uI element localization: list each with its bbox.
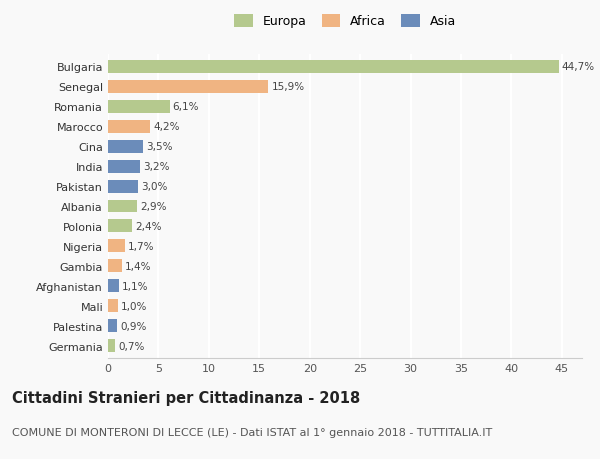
Bar: [108, 340, 115, 353]
Bar: [108, 319, 117, 333]
Text: 44,7%: 44,7%: [562, 62, 595, 72]
Text: 3,0%: 3,0%: [141, 182, 167, 191]
Text: 3,5%: 3,5%: [146, 142, 173, 152]
Bar: [108, 160, 140, 173]
Bar: [108, 120, 151, 133]
Text: 6,1%: 6,1%: [173, 102, 199, 112]
Bar: [108, 140, 143, 153]
Text: 1,7%: 1,7%: [128, 241, 155, 252]
Bar: [108, 240, 125, 253]
Text: 0,7%: 0,7%: [118, 341, 145, 351]
Legend: Europa, Africa, Asia: Europa, Africa, Asia: [229, 10, 461, 34]
Bar: [108, 180, 138, 193]
Text: 1,0%: 1,0%: [121, 301, 148, 311]
Text: 0,9%: 0,9%: [120, 321, 146, 331]
Text: 1,1%: 1,1%: [122, 281, 149, 291]
Bar: [108, 80, 268, 94]
Text: Cittadini Stranieri per Cittadinanza - 2018: Cittadini Stranieri per Cittadinanza - 2…: [12, 390, 360, 405]
Bar: [108, 200, 137, 213]
Text: 2,9%: 2,9%: [140, 202, 167, 212]
Bar: [108, 61, 559, 73]
Text: COMUNE DI MONTERONI DI LECCE (LE) - Dati ISTAT al 1° gennaio 2018 - TUTTITALIA.I: COMUNE DI MONTERONI DI LECCE (LE) - Dati…: [12, 427, 492, 437]
Text: 2,4%: 2,4%: [135, 222, 162, 231]
Bar: [108, 280, 119, 293]
Bar: [108, 101, 170, 113]
Bar: [108, 300, 118, 313]
Bar: [108, 220, 132, 233]
Bar: [108, 260, 122, 273]
Text: 1,4%: 1,4%: [125, 261, 152, 271]
Text: 15,9%: 15,9%: [271, 82, 305, 92]
Text: 4,2%: 4,2%: [154, 122, 180, 132]
Text: 3,2%: 3,2%: [143, 162, 170, 172]
